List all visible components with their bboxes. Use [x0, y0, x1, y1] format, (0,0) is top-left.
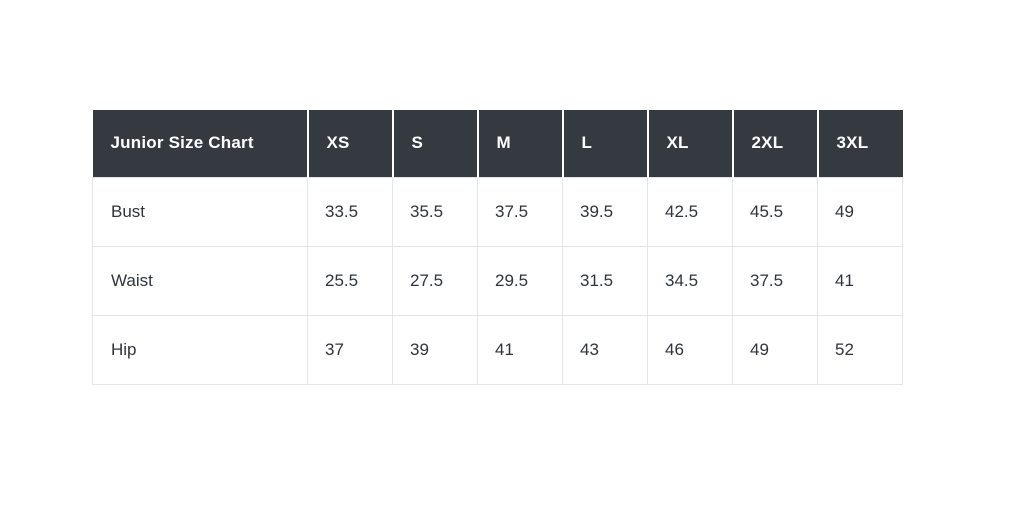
cell-hip-m: 41 — [477, 314, 563, 385]
column-header-m: M — [477, 110, 564, 178]
cell-bust-l: 39.5 — [562, 176, 648, 247]
table-title: Junior Size Chart — [92, 110, 309, 178]
column-header-s: S — [392, 110, 479, 178]
cell-waist-s: 27.5 — [392, 245, 478, 316]
column-header-xs: XS — [307, 110, 394, 178]
cell-hip-2xl: 49 — [732, 314, 818, 385]
table-row-waist: Waist 25.5 27.5 29.5 31.5 34.5 37.5 41 — [92, 245, 903, 316]
cell-waist-l: 31.5 — [562, 245, 648, 316]
cell-bust-3xl: 49 — [817, 176, 903, 247]
table-row-hip: Hip 37 39 41 43 46 49 52 — [92, 314, 903, 385]
cell-hip-l: 43 — [562, 314, 648, 385]
row-label-waist: Waist — [92, 245, 308, 316]
column-header-l: L — [562, 110, 649, 178]
cell-hip-xs: 37 — [307, 314, 393, 385]
cell-waist-2xl: 37.5 — [732, 245, 818, 316]
cell-waist-xl: 34.5 — [647, 245, 733, 316]
column-header-2xl: 2XL — [732, 110, 819, 178]
table-row-bust: Bust 33.5 35.5 37.5 39.5 42.5 45.5 49 — [92, 176, 903, 247]
cell-bust-2xl: 45.5 — [732, 176, 818, 247]
row-label-bust: Bust — [92, 176, 308, 247]
cell-waist-xs: 25.5 — [307, 245, 393, 316]
junior-size-chart-table: Junior Size Chart XS S M L XL 2XL 3XL Bu… — [92, 110, 903, 385]
cell-bust-xs: 33.5 — [307, 176, 393, 247]
cell-waist-3xl: 41 — [817, 245, 903, 316]
cell-hip-xl: 46 — [647, 314, 733, 385]
row-label-hip: Hip — [92, 314, 308, 385]
header-row: Junior Size Chart XS S M L XL 2XL 3XL — [92, 110, 903, 178]
column-header-3xl: 3XL — [817, 110, 903, 178]
cell-hip-s: 39 — [392, 314, 478, 385]
cell-bust-m: 37.5 — [477, 176, 563, 247]
cell-waist-m: 29.5 — [477, 245, 563, 316]
column-header-xl: XL — [647, 110, 734, 178]
cell-hip-3xl: 52 — [817, 314, 903, 385]
cell-bust-xl: 42.5 — [647, 176, 733, 247]
cell-bust-s: 35.5 — [392, 176, 478, 247]
